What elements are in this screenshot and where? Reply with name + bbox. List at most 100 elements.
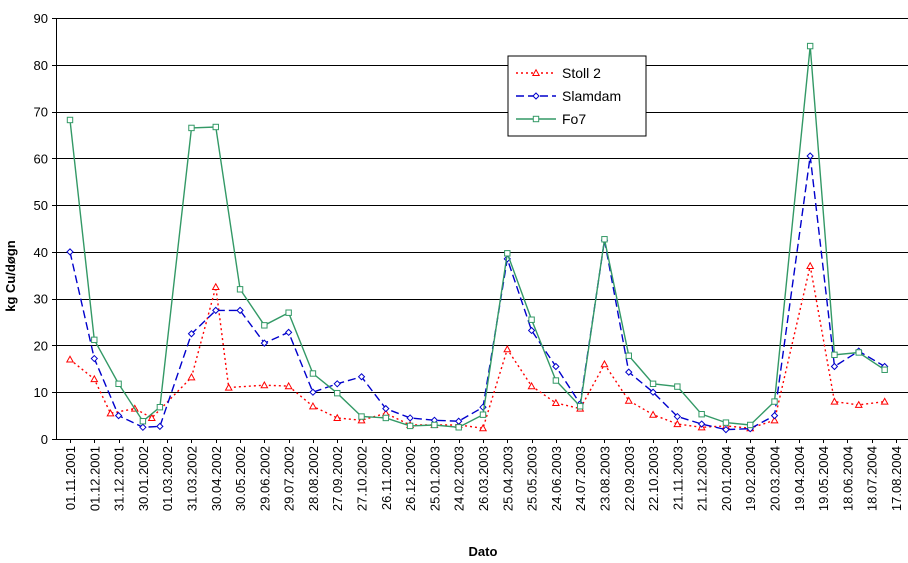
series-line [69, 155, 886, 431]
data-point-triangle [649, 410, 658, 418]
data-point-triangle [770, 416, 779, 424]
x-tick-label: 24.07.2003 [573, 446, 588, 511]
data-point-diamond [552, 362, 560, 371]
x-tick-label: 19.04.2004 [792, 446, 807, 511]
data-point-square [674, 383, 681, 390]
y-axis-title: kg Cu/døgn [3, 240, 18, 312]
data-point-diamond [527, 326, 536, 335]
data-point-diamond [382, 404, 390, 413]
data-point-square [479, 411, 487, 418]
data-point-triangle [224, 383, 233, 391]
data-point-square [806, 42, 814, 50]
data-point-triangle [211, 282, 220, 291]
x-tick-label: 26.03.2003 [476, 446, 491, 511]
data-point-diamond [66, 248, 74, 256]
x-tick-label: 28.08.2002 [306, 446, 321, 511]
y-tick-label: 70 [34, 105, 48, 120]
data-point-square [334, 389, 341, 397]
data-point-square [831, 351, 838, 359]
data-point-triangle [308, 402, 317, 410]
data-point-square [91, 336, 98, 344]
data-point-square [881, 366, 888, 373]
x-tick-label: 31.03.2002 [184, 446, 199, 511]
x-tick-label: 01.03.2002 [160, 446, 175, 511]
legend-entry-label: Slamdam [562, 88, 621, 104]
x-tick-label: 20.01.2004 [719, 446, 734, 511]
data-point-triangle [673, 419, 682, 428]
x-tick-label: 21.11.2003 [670, 446, 685, 510]
data-point-diamond [260, 339, 269, 347]
x-tick-label: 18.07.2004 [865, 446, 880, 511]
x-tick-label: 21.12.2003 [695, 446, 710, 511]
x-tick-label: 20.03.2004 [768, 446, 783, 511]
x-tick-label: 30.01.2002 [136, 446, 151, 511]
data-point-diamond [236, 306, 244, 315]
data-point-triangle [65, 355, 75, 363]
data-point-square [358, 413, 365, 420]
x-tick-label: 19.02.2004 [743, 446, 758, 511]
legend-entry-label: Stoll 2 [562, 65, 601, 81]
x-tick-label: 22.10.2003 [646, 446, 661, 511]
data-point-square [855, 349, 862, 356]
x-tick-label: 24.02.2003 [452, 446, 467, 511]
series-fo7 [66, 42, 888, 431]
data-point-triangle [106, 409, 115, 417]
y-tick-label: 10 [34, 385, 48, 400]
x-tick-label: 01.12.2001 [87, 446, 102, 511]
data-point-square [698, 411, 705, 418]
data-point-diamond [212, 306, 220, 315]
data-point-square [771, 398, 778, 405]
x-tick-label: 24.06.2003 [549, 446, 564, 511]
x-tick-label: 26.12.2002 [403, 446, 418, 511]
data-point-triangle [806, 261, 815, 269]
data-point-triangle [600, 359, 609, 368]
data-point-triangle [284, 381, 293, 390]
data-point-triangle [551, 398, 560, 407]
data-point-square [722, 419, 730, 426]
data-point-triangle [260, 380, 269, 389]
x-tick-label: 30.04.2002 [209, 446, 224, 511]
data-point-triangle [830, 397, 839, 405]
data-point-square [576, 403, 584, 410]
data-point-diamond [454, 417, 463, 425]
data-point-square [552, 377, 560, 384]
x-axis-title: Dato [469, 544, 498, 559]
x-tick-label: 17.08.2004 [889, 446, 904, 511]
data-point-triangle [527, 381, 536, 390]
data-point-diamond [806, 152, 814, 160]
data-point-diamond [139, 423, 147, 432]
data-point-square [139, 418, 147, 425]
data-point-triangle [187, 373, 196, 381]
data-point-diamond [625, 368, 633, 376]
y-tick-label: 30 [34, 292, 48, 307]
data-point-square [625, 352, 632, 359]
data-point-square [309, 370, 317, 377]
x-tick-label: 23.08.2003 [597, 446, 612, 511]
data-point-square [504, 250, 511, 257]
x-tick-label: 25.04.2003 [500, 446, 515, 511]
x-tick-labels: 01.11.2001 01.12.2001 31.12.2001 30.01.2002… [63, 446, 904, 511]
data-point-square [156, 403, 164, 411]
x-tick-label: 31.12.2001 [112, 446, 127, 511]
x-tick-label: 29.07.2002 [282, 446, 297, 511]
data-point-triangle [333, 413, 342, 422]
data-point-diamond [156, 422, 164, 431]
data-point-diamond [722, 425, 730, 434]
data-point-diamond [90, 354, 99, 363]
y-tick-labels: 0 10 20 30 40 50 60 70 80 90 [34, 11, 48, 447]
y-tick-label: 90 [34, 11, 48, 26]
data-point-diamond [284, 328, 293, 337]
series-slamdam [66, 152, 889, 434]
y-tick-label: 60 [34, 151, 48, 166]
x-tick-label: 22.09.2003 [622, 446, 637, 511]
x-tick-label: 01.11.2001 [63, 446, 78, 510]
series-line [69, 46, 886, 429]
y-tick-label: 80 [34, 58, 48, 73]
x-tick-label: 25.05.2003 [525, 446, 540, 511]
data-point-square [747, 421, 754, 429]
data-point-square [601, 236, 608, 243]
data-point-diamond [532, 92, 540, 100]
data-point-square [285, 309, 292, 316]
data-point-diamond [697, 420, 706, 428]
